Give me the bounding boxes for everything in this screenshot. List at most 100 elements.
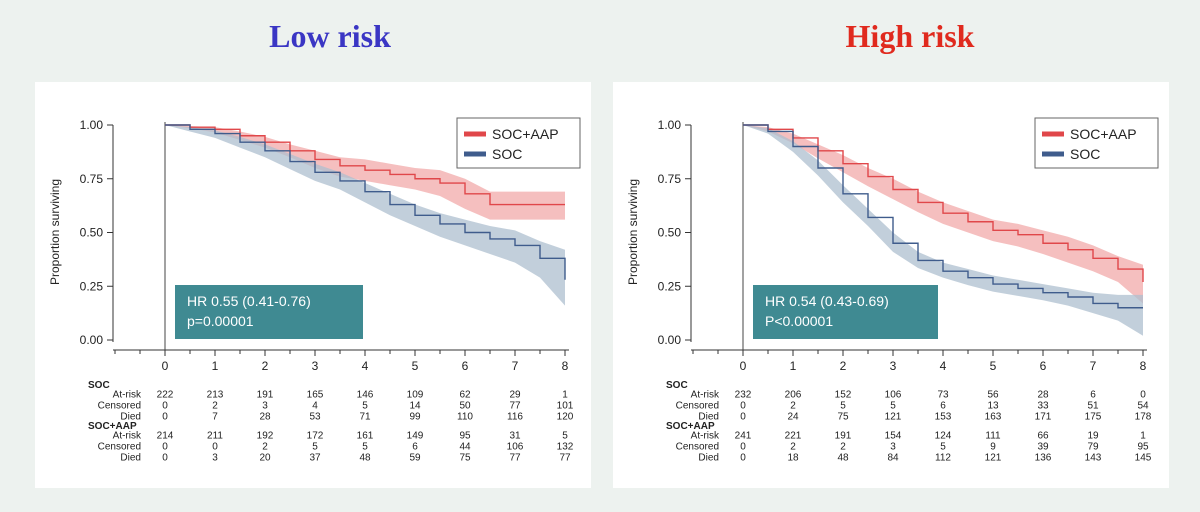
low-risk-risk-cell: 5 [312,442,318,453]
high-risk-x-tick-label: 1 [790,359,797,373]
low-risk-risk-cell: 116 [507,412,523,423]
low-risk-x-tick-label: 6 [462,359,469,373]
high-risk-x-tick-label: 8 [1140,359,1147,373]
low-risk-risk-cell: 59 [409,453,421,464]
high-risk-risk-cell: 5 [890,401,896,412]
low-risk-risk-cell: 5 [362,442,368,453]
high-risk-y-tick-label: 0.25 [658,279,682,293]
low-risk-x-tick-label: 3 [312,359,319,373]
low-risk-risk-cell: 191 [257,390,274,401]
high-risk-risk-cell: 153 [935,412,952,423]
low-risk-risk-cell: 213 [207,390,224,401]
high-risk-p-value: P<0.00001 [765,313,834,329]
low-risk-risk-cell: 37 [309,453,321,464]
low-risk-x-tick-label: 0 [162,359,169,373]
high-risk-risk-cell: 0 [740,401,746,412]
high-risk-risk-cell: 124 [935,431,952,442]
low-risk-risk-row-label: Died [120,412,141,423]
low-risk-risk-cell: 77 [559,453,571,464]
high-risk-x-tick-label: 2 [840,359,847,373]
low-risk-risk-cell: 3 [212,453,218,464]
low-risk-risk-cell: 146 [357,390,374,401]
low-risk-risk-row-label: At-risk [113,390,142,401]
high-risk-y-tick-label: 1.00 [658,118,682,132]
high-risk-risk-cell: 95 [1137,442,1149,453]
low-risk-risk-cell: 62 [459,390,471,401]
high-risk-risk-cell: 73 [937,390,949,401]
low-risk-risk-cell: 132 [557,442,574,453]
low-risk-risk-cell: 29 [509,390,521,401]
high-risk-risk-cell: 6 [1090,390,1096,401]
low-risk-risk-cell: 110 [457,412,473,423]
high-risk-risk-cell: 9 [990,442,996,453]
high-risk-risk-cell: 191 [835,431,852,442]
low-risk-risk-cell: 44 [459,442,471,453]
low-risk-y-axis-label: Proportion surviving [48,179,62,285]
low-risk-survival-line-soc [165,124,566,280]
low-risk-hr-annotation: HR 0.55 (0.41-0.76) p=0.00001 [175,285,363,339]
low-risk-x-tick-label: 5 [412,359,419,373]
low-risk-y-tick-label: 0.75 [80,172,104,186]
low-risk-risk-cell: 99 [409,412,421,423]
high-risk-risk-cell: 121 [985,453,1002,464]
high-risk-risk-cell: 232 [735,390,752,401]
low-risk-x-tick-label: 2 [262,359,269,373]
low-risk-risk-cell: 71 [359,412,371,423]
high-risk-risk-cell: 33 [1037,401,1049,412]
high-risk-risk-row-label: Died [698,453,719,464]
high-risk-risk-cell: 13 [987,401,999,412]
low-risk-ci-band-soc-aap [165,125,565,220]
high-risk-y-axis-label: Proportion surviving [626,179,640,285]
low-risk-risk-cell: 120 [557,412,574,423]
low-risk-y-tick-label: 0.25 [80,279,104,293]
low-risk-legend-label: SOC [492,146,522,162]
low-risk-risk-cell: 95 [459,431,471,442]
high-risk-risk-cell: 136 [1035,453,1052,464]
high-risk-risk-cell: 51 [1087,401,1099,412]
high-risk-risk-row-label: At-risk [691,390,720,401]
high-risk-risk-cell: 39 [1037,442,1049,453]
high-risk-risk-group-label: SOC [666,380,688,391]
low-risk-x-tick-label: 1 [212,359,219,373]
high-risk-y-tick-label: 0.50 [658,226,682,240]
high-risk-legend-label: SOC [1070,146,1100,162]
high-risk-risk-cell: 0 [740,412,746,423]
high-risk-risk-group-label: SOC+AAP [666,421,715,432]
low-risk-km-chart: 0.00 0.25 0.50 0.75 1.00 Proportion surviving… [48,117,581,464]
low-risk-risk-cell: 192 [257,431,274,442]
low-risk-survival-line-soc-aap [165,124,565,206]
high-risk-x-tick-label: 7 [1090,359,1097,373]
high-risk-risk-cell: 206 [785,390,802,401]
low-risk-risk-cell: 211 [207,431,223,442]
high-risk-y-tick-label: 0.00 [658,333,682,347]
low-risk-risk-cell: 109 [407,390,424,401]
low-risk-risk-cell: 165 [307,390,324,401]
high-risk-risk-cell: 84 [887,453,899,464]
low-risk-risk-cell: 0 [212,442,218,453]
high-risk-x-tick-label: 6 [1040,359,1047,373]
low-risk-risk-cell: 20 [259,453,271,464]
high-risk-y-tick-label: 0.75 [658,172,682,186]
high-risk-risk-row-label: Censored [676,401,719,412]
low-risk-risk-cell: 50 [459,401,471,412]
low-risk-risk-cell: 2 [212,401,218,412]
low-risk-hr-text: HR 0.55 (0.41-0.76) [187,293,311,309]
high-risk-risk-cell: 221 [785,431,802,442]
high-risk-chart-panel: 0.00 0.25 0.50 0.75 1.00 Proportion surviving… [613,82,1169,488]
low-risk-risk-cell: 149 [407,431,424,442]
low-risk-risk-cell: 0 [162,453,168,464]
high-risk-risk-cell: 2 [790,401,796,412]
low-risk-p-value: p=0.00001 [187,313,254,329]
high-risk-risk-cell: 154 [885,431,902,442]
high-risk-x-tick-label: 0 [740,359,747,373]
low-risk-risk-cell: 48 [359,453,371,464]
low-risk-chart-panel: 0.00 0.25 0.50 0.75 1.00 Proportion surviving… [35,82,591,488]
low-risk-x-tick-label: 7 [512,359,519,373]
high-risk-risk-cell: 5 [940,442,946,453]
high-risk-risk-cell: 48 [837,453,849,464]
low-risk-y-tick-label: 0.00 [80,333,104,347]
low-risk-risk-cell: 5 [562,431,568,442]
low-risk-risk-cell: 3 [262,401,268,412]
high-risk-risk-cell: 2 [840,442,846,453]
low-risk-risk-cell: 6 [412,442,418,453]
